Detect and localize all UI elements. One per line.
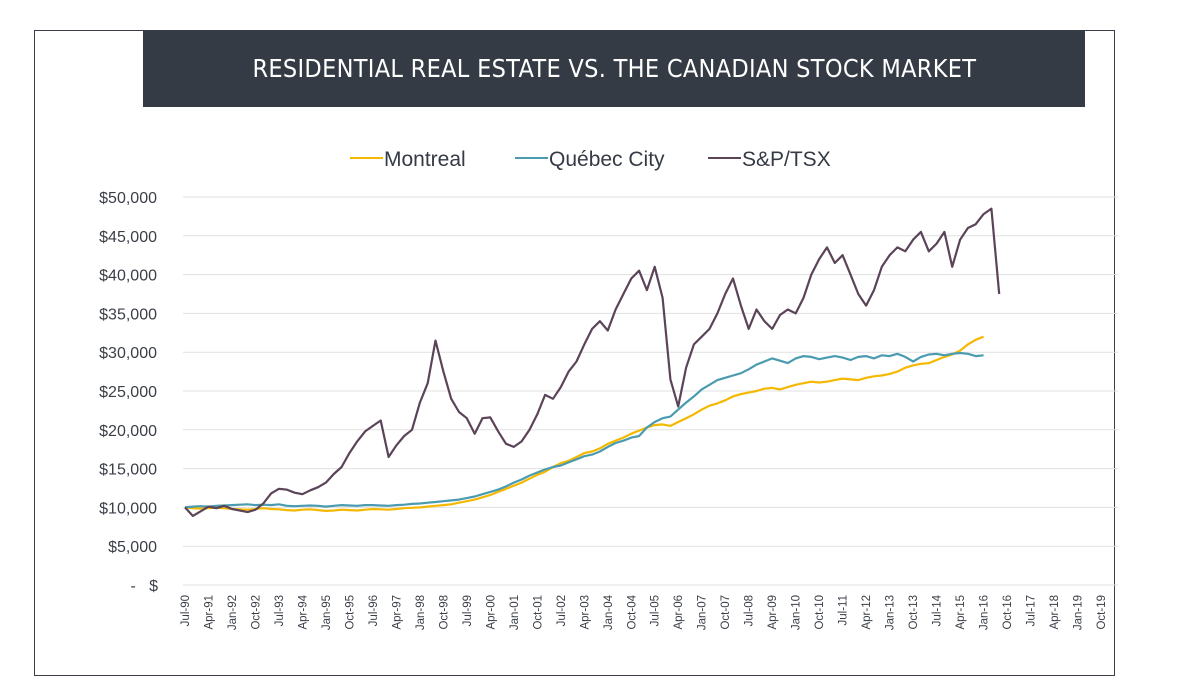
x-tick-label: Apr-00 xyxy=(485,595,497,630)
y-tick-label: - $ xyxy=(130,578,158,595)
x-tick-label: Jan-04 xyxy=(603,594,615,630)
x-tick-label: Oct-98 xyxy=(438,595,450,630)
chart-title: RESIDENTIAL REAL ESTATE VS. THE CANADIAN… xyxy=(252,54,976,83)
y-tick-label: $45,000 xyxy=(99,229,157,246)
y-tick-label: $15,000 xyxy=(99,462,157,479)
x-tick-label: Apr-91 xyxy=(203,595,215,630)
y-tick-label: $35,000 xyxy=(99,306,157,323)
x-tick-label: Jan-16 xyxy=(979,595,991,630)
x-tick-label: Oct-19 xyxy=(1096,595,1108,630)
y-tick-label: $30,000 xyxy=(99,345,157,362)
title-banner: RESIDENTIAL REAL ESTATE VS. THE CANADIAN… xyxy=(143,30,1085,107)
x-tick-label: Jul-96 xyxy=(368,595,380,626)
series-lines xyxy=(184,207,1001,518)
x-tick-label: Jul-17 xyxy=(1026,595,1038,626)
series-line-s-p-tsx xyxy=(184,207,1001,518)
x-tick-label: Oct-95 xyxy=(344,595,356,630)
x-tick-label: Jan-01 xyxy=(509,595,521,630)
x-tick-label: Jul-02 xyxy=(556,595,568,626)
x-tick-label: Apr-97 xyxy=(391,595,403,630)
x-tick-label: Apr-94 xyxy=(297,594,309,629)
x-tick-label: Jan-98 xyxy=(415,595,427,630)
x-tick-label: Jul-05 xyxy=(650,595,662,626)
x-tick-label: Jul-99 xyxy=(462,595,474,626)
y-tick-label: $40,000 xyxy=(99,268,157,285)
x-tick-label: Apr-15 xyxy=(955,595,967,630)
x-tick-label: Jan-92 xyxy=(227,595,239,630)
x-tick-label: Jul-08 xyxy=(744,595,756,626)
x-tick-label: Oct-04 xyxy=(626,594,638,629)
x-tick-label: Jul-11 xyxy=(838,595,850,625)
y-tick-label: $20,000 xyxy=(99,423,157,440)
x-tick-label: Oct-10 xyxy=(814,595,826,630)
x-tick-label: Apr-09 xyxy=(767,595,779,630)
x-tick-label: Oct-16 xyxy=(1002,595,1014,630)
y-tick-label: $25,000 xyxy=(99,384,157,401)
x-tick-label: Apr-12 xyxy=(861,595,873,630)
x-tick-label: Jan-07 xyxy=(697,595,709,630)
x-tick-label: Jul-14 xyxy=(932,594,944,626)
x-tick-label: Apr-06 xyxy=(673,595,685,630)
legend-label: S&P/TSX xyxy=(742,148,831,171)
x-tick-label: Apr-03 xyxy=(579,595,591,630)
x-tick-label: Oct-01 xyxy=(532,595,544,630)
x-tick-label: Jul-93 xyxy=(274,595,286,626)
x-tick-label: Jan-13 xyxy=(885,595,897,630)
series-line-qu-bec-city xyxy=(184,351,984,509)
x-tick-label: Oct-13 xyxy=(908,595,920,630)
y-tick-label: $50,000 xyxy=(99,190,157,207)
y-axis-labels: - $ $5,000 $10,000 $15,000 $20,000 $25,000 $30… xyxy=(99,190,158,595)
legend-label: Montreal xyxy=(384,148,466,171)
x-tick-label: Jan-95 xyxy=(321,595,333,630)
x-axis-labels: Jul-90 Apr-91 Jan-92 Oct-92 Jul-93 Apr-94 Jan-… xyxy=(180,594,1108,630)
legend-label: Québec City xyxy=(549,148,665,171)
x-tick-label: Oct-92 xyxy=(250,595,262,630)
x-tick-label: Oct-07 xyxy=(720,595,732,630)
y-tick-label: $10,000 xyxy=(99,500,157,517)
x-tick-label: Jan-19 xyxy=(1073,595,1085,630)
legend: Montreal Québec City S&P/TSX xyxy=(350,148,831,171)
x-tick-label: Jan-10 xyxy=(791,595,803,630)
x-tick-label: Jul-90 xyxy=(180,595,192,626)
y-tick-label: $5,000 xyxy=(108,539,157,556)
gridlines xyxy=(183,196,1118,586)
x-tick-label: Apr-18 xyxy=(1049,595,1061,630)
series-line-montreal xyxy=(184,335,985,512)
